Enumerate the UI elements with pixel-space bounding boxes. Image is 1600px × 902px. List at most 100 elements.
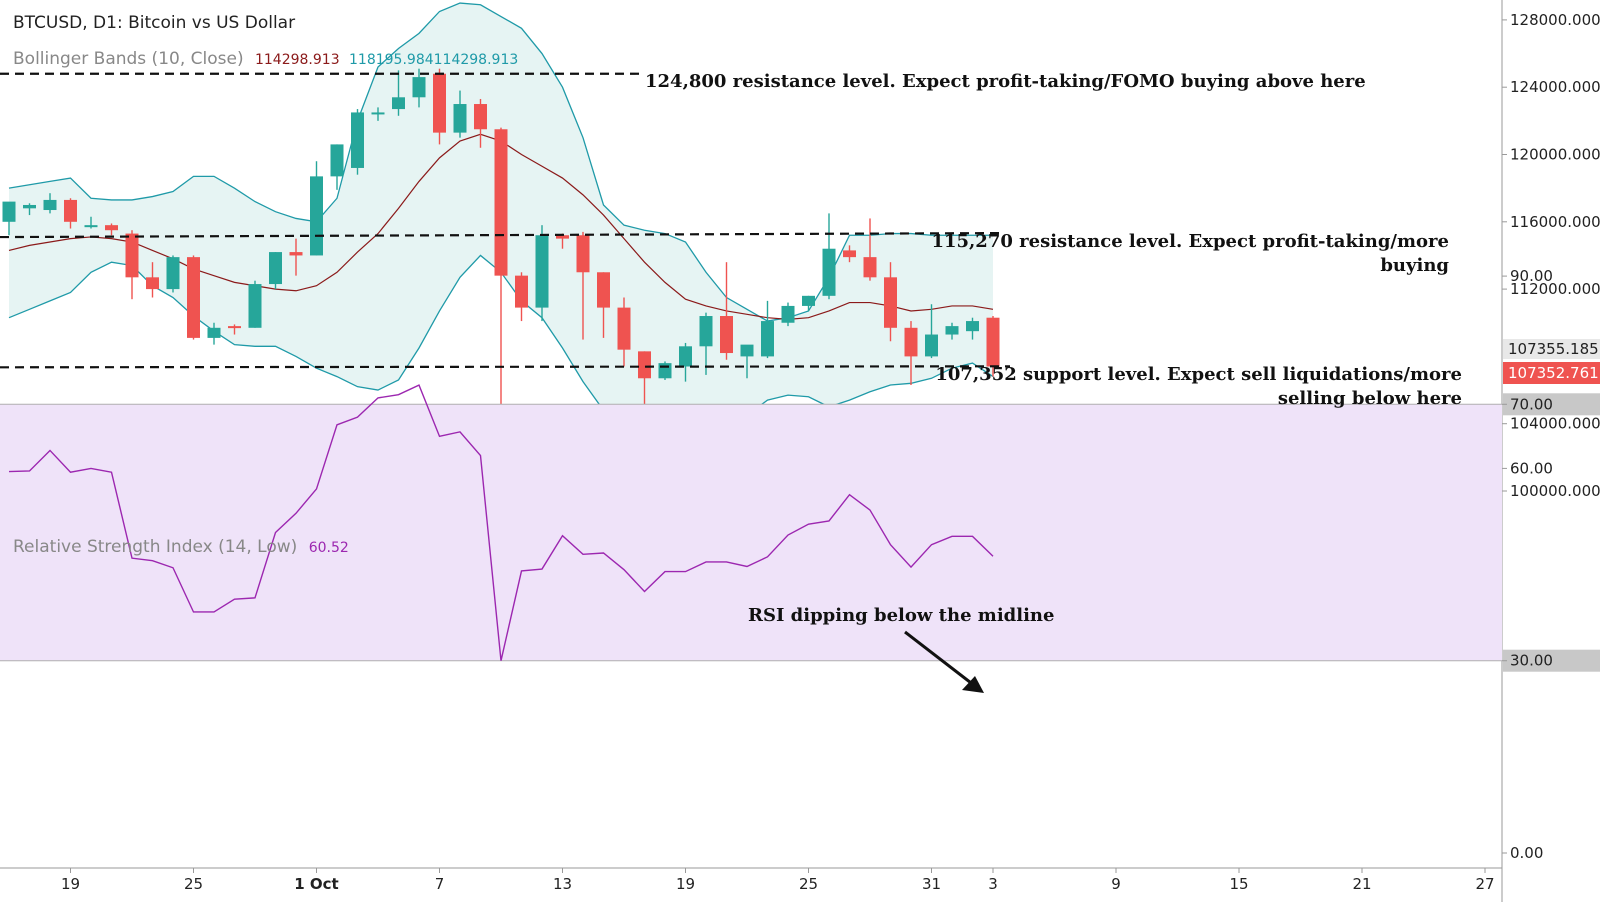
time-tick-label: 3: [988, 875, 998, 893]
candle: [269, 252, 282, 290]
candle: [105, 223, 118, 236]
candle: [474, 98, 487, 148]
candle: [884, 262, 897, 342]
candle-body: [433, 73, 446, 133]
rsi-line: [8, 384, 994, 661]
candle-body: [822, 248, 836, 296]
candle: [371, 107, 385, 121]
candle: [187, 255, 200, 340]
candle-body: [289, 252, 303, 256]
time-tick-label: 7: [435, 875, 445, 893]
bb-middle-value: 114298.913: [433, 52, 519, 68]
candle: [125, 230, 139, 300]
candle-body: [453, 104, 467, 133]
candle: [166, 255, 180, 293]
candle-body: [515, 275, 528, 308]
last-price-tag-label: 107355.185: [1508, 340, 1599, 358]
rsi-legend: Relative Strength Index (14, Low) 60.52: [13, 537, 349, 557]
candle-body: [371, 112, 385, 115]
candle: [84, 216, 98, 229]
candle-body: [269, 252, 282, 285]
candle: [515, 272, 528, 322]
candle: [228, 324, 241, 335]
annotation-115270: 115,270 resistance level. Expect profit-…: [931, 230, 1449, 278]
candle-body: [23, 204, 36, 209]
price-tick-label: 128000.000: [1510, 11, 1600, 29]
candle-body: [966, 321, 979, 332]
candle-body: [597, 272, 610, 308]
level-lines: [0, 72, 1011, 369]
candle: [699, 312, 713, 375]
candle: [945, 322, 959, 340]
candle-body: [310, 176, 323, 256]
candle: [822, 213, 836, 300]
annotation-107352: 107,352 support level. Expect sell liqui…: [935, 363, 1462, 411]
price-tick-label: 120000.000: [1510, 146, 1600, 164]
candle: [740, 344, 754, 379]
price-tick-label: 112000.000: [1510, 280, 1600, 298]
time-tick-label: 1 Oct: [294, 875, 338, 893]
candle-body: [699, 316, 713, 347]
rsi-panel: [0, 384, 1502, 693]
candle-body: [863, 257, 877, 278]
bb-lower-value: 114298.913: [254, 52, 340, 68]
rsi-annotation-text: RSI dipping below the midline: [748, 605, 1055, 626]
candle-body: [187, 257, 200, 338]
candle-body: [781, 305, 795, 323]
candle: [433, 68, 446, 145]
candle: [412, 68, 426, 108]
candle-body: [2, 201, 16, 222]
rsi-tick-label: 30.00: [1510, 652, 1553, 670]
rsi-level-tag-bg: [1503, 393, 1600, 416]
candle: [843, 245, 856, 263]
candle: [556, 233, 569, 249]
price-tick-label: 100000.000: [1510, 482, 1600, 500]
candle-body: [392, 97, 405, 110]
candle: [64, 198, 77, 229]
candle-body: [228, 326, 241, 329]
chart-title: BTCUSD, D1: Bitcoin vs US Dollar: [13, 13, 295, 33]
bollinger-legend: Bollinger Bands (10, Close) 114298.913 1…: [13, 49, 518, 69]
price-tick-label: 104000.000: [1510, 415, 1600, 433]
candle-body: [43, 199, 57, 211]
candle-body: [351, 112, 364, 168]
rsi-annotation: RSI dipping below the midline: [748, 605, 1054, 626]
candle-body: [412, 77, 426, 98]
candle: [351, 109, 364, 175]
rsi-label: Relative Strength Index (14, Low): [13, 537, 298, 557]
candle: [146, 262, 159, 298]
annotation-115270-line2: buying: [1380, 255, 1449, 276]
time-tick-label: 27: [1475, 875, 1494, 893]
candle-body: [925, 334, 938, 357]
rsi-tick-label: 90.00: [1510, 267, 1553, 285]
price-tick-label: 116000.000: [1510, 213, 1600, 231]
candle-body: [802, 295, 815, 306]
candle-body: [576, 235, 590, 273]
time-tick-label: 19: [61, 875, 80, 893]
title-text: BTCUSD, D1: Bitcoin vs US Dollar: [13, 13, 296, 33]
candle: [966, 317, 979, 340]
candle-body: [64, 199, 77, 222]
bollinger-label: Bollinger Bands (10, Close): [13, 49, 244, 69]
candle: [43, 193, 57, 214]
rsi-tick-label: 60.00: [1510, 459, 1553, 477]
time-tick-label: 25: [184, 875, 203, 893]
candle-body: [84, 225, 98, 228]
annotation-124800-text: 124,800 resistance level. Expect profit-…: [645, 71, 1366, 92]
candle: [761, 300, 774, 359]
candle-body: [535, 235, 549, 308]
candle: [248, 280, 262, 328]
candle-body: [945, 326, 959, 335]
current-price-tag-label: 107352.761: [1508, 364, 1599, 382]
candle-body: [658, 363, 672, 379]
time-tick-label: 13: [553, 875, 572, 893]
candle-body: [105, 225, 118, 231]
candle-body: [720, 316, 733, 354]
candle: [23, 203, 36, 216]
level-line-115270: [0, 231, 1001, 239]
candle: [679, 342, 692, 382]
candle-body: [986, 317, 1000, 367]
candle-body: [494, 129, 508, 276]
bb-upper-value: 118195.984: [349, 52, 434, 68]
